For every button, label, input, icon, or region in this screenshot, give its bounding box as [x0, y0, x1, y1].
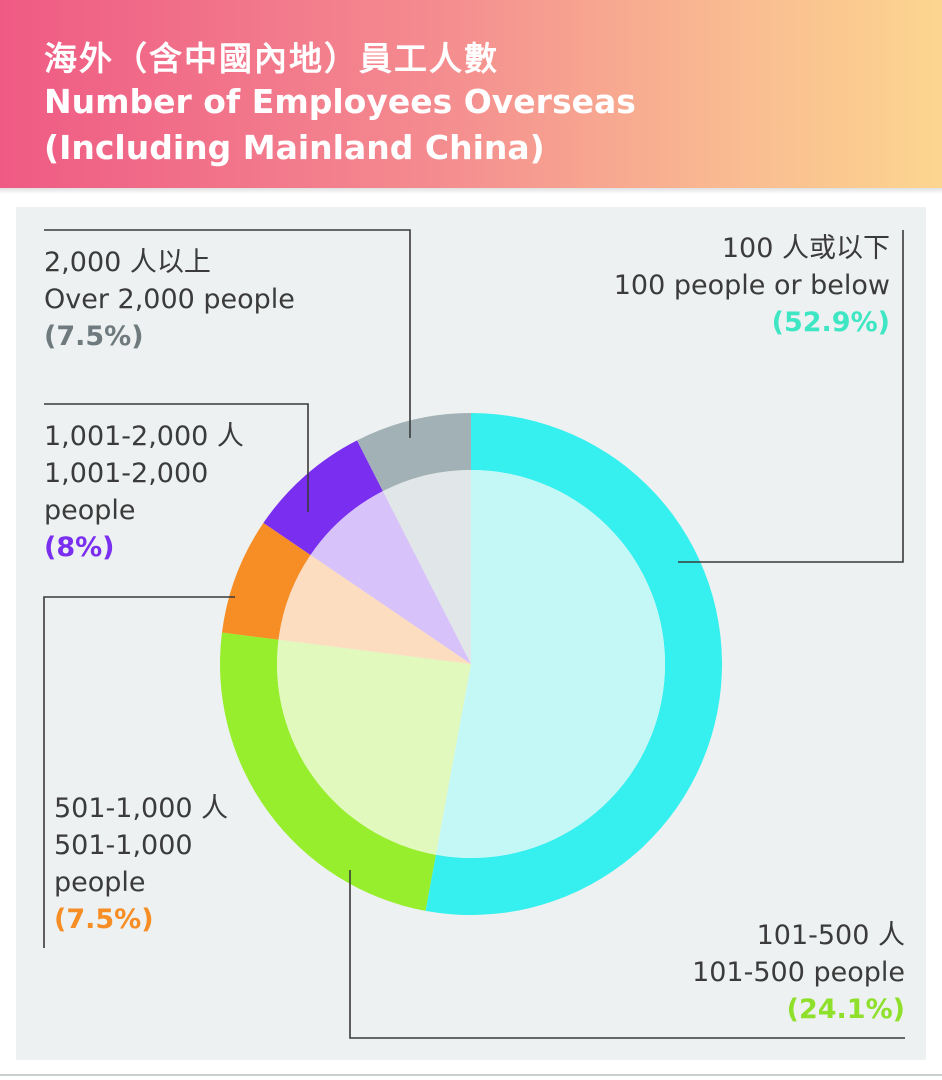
leader-line-over-2000 — [44, 229, 411, 438]
slice-label-en-line2: people — [44, 495, 136, 526]
slice-percent: (7.5%) — [54, 904, 154, 935]
pie-slice-1001-2000 — [310, 491, 471, 664]
chart-title-en-line1: Number of Employees Overseas — [44, 82, 636, 121]
bottom-rule — [0, 1074, 942, 1076]
leader-line-100-or-below — [678, 230, 904, 563]
slice-percent: (24.1%) — [786, 994, 905, 1025]
slice-label-en: 100 people or below — [613, 270, 890, 301]
slice-label-zh: 2,000 人以上 — [44, 247, 211, 278]
leader-line-101-500 — [349, 870, 905, 1039]
slice-label-en: Over 2,000 people — [44, 284, 295, 315]
ring-slice-501-1000 — [221, 522, 311, 640]
slice-label-101-500: 101-500 人 101-500 people (24.1%) — [560, 917, 905, 1028]
pie-slice-501-1000 — [278, 554, 471, 664]
ring-slice-over-2000 — [357, 413, 471, 492]
slice-label-en: 101-500 people — [692, 957, 905, 988]
leader-line-501-1000 — [43, 596, 235, 948]
slice-label-1001-2000: 1,001-2,000 人 1,001-2,000 people (8%) — [44, 418, 244, 566]
slice-percent: (8%) — [44, 532, 115, 563]
slice-percent: (52.9%) — [771, 307, 890, 338]
slice-label-over-2000: 2,000 人以上 Over 2,000 people (7.5%) — [44, 244, 295, 355]
pie-slice-101-500 — [277, 639, 471, 855]
ring-slice-100-or-below — [425, 413, 723, 916]
chart-title-en-line2: (Including Mainland China) — [44, 128, 545, 167]
slice-label-100-or-below: 100 人或以下 100 people or below (52.9%) — [560, 230, 890, 341]
ring-slice-101-500 — [220, 632, 436, 911]
slice-label-en-line1: 501-1,000 — [54, 830, 193, 861]
ring-slice-1001-2000 — [263, 440, 383, 555]
header-shadow — [0, 188, 942, 194]
pie-slice-over-2000 — [382, 470, 471, 664]
slice-percent: (7.5%) — [44, 321, 144, 352]
slice-label-zh: 501-1,000 人 — [54, 793, 229, 824]
slice-label-en-line2: people — [54, 867, 146, 898]
chart-header: 海外（含中國內地）員工人數 Number of Employees Overse… — [0, 0, 942, 188]
chart-title-zh: 海外（含中國內地）員工人數 — [44, 39, 499, 78]
slice-label-en-line1: 1,001-2,000 — [44, 458, 209, 489]
slice-label-zh: 101-500 人 — [756, 920, 905, 951]
leader-line-1001-2000 — [44, 403, 309, 512]
slice-label-501-1000: 501-1,000 人 501-1,000 people (7.5%) — [54, 790, 228, 938]
pie-slice-100-or-below — [435, 470, 666, 858]
slice-label-zh: 100 人或以下 — [721, 233, 890, 264]
slice-label-zh: 1,001-2,000 人 — [44, 421, 244, 452]
